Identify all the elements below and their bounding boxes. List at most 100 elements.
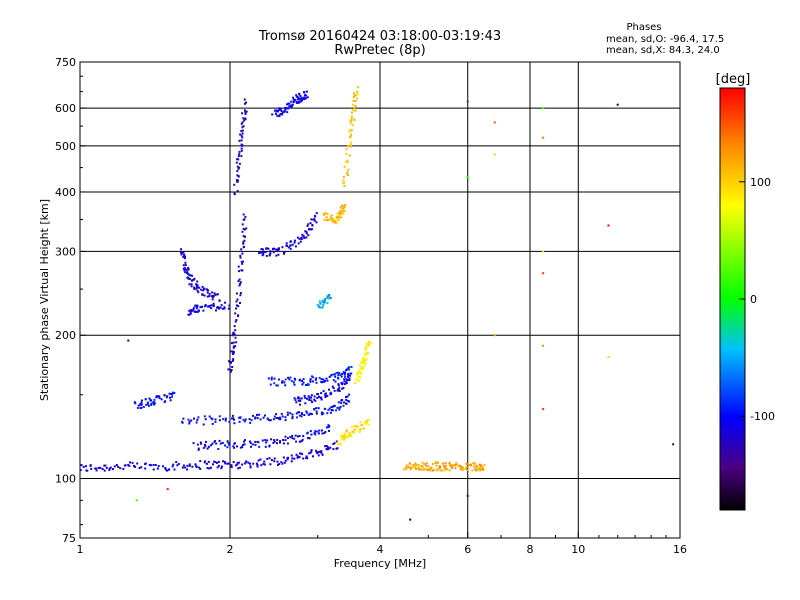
data-point <box>182 264 185 267</box>
data-point <box>289 240 292 243</box>
data-point <box>234 312 237 315</box>
data-point <box>277 463 279 466</box>
data-point <box>263 463 266 466</box>
data-point <box>186 271 189 274</box>
data-point <box>182 464 185 467</box>
x-tick-label: 2 <box>227 543 234 556</box>
data-point <box>286 442 289 445</box>
data-point <box>235 341 238 344</box>
data-point <box>212 304 215 307</box>
data-point <box>476 466 479 469</box>
data-point <box>262 253 265 256</box>
data-point <box>324 445 327 448</box>
data-point <box>309 378 312 381</box>
data-point <box>247 461 250 464</box>
data-point <box>188 309 191 312</box>
data-point <box>318 376 321 379</box>
data-point <box>348 400 351 403</box>
data-point <box>428 468 431 471</box>
data-point <box>175 461 178 463</box>
data-point <box>342 404 345 407</box>
data-point <box>483 463 486 466</box>
data-point <box>188 422 191 425</box>
data-point <box>277 384 279 387</box>
data-point <box>359 377 362 380</box>
data-point <box>298 440 301 443</box>
data-point <box>185 268 188 271</box>
data-point <box>315 410 318 413</box>
data-point <box>269 419 272 422</box>
data-point <box>325 426 328 429</box>
data-point <box>343 434 346 437</box>
data-point <box>198 286 201 289</box>
data-point <box>348 379 351 382</box>
data-point <box>288 105 291 108</box>
data-point <box>181 421 184 424</box>
data-point <box>475 467 478 470</box>
data-point <box>435 464 438 467</box>
data-point <box>223 306 226 309</box>
data-point <box>286 437 289 440</box>
data-point <box>280 113 283 116</box>
data-point <box>235 161 238 164</box>
data-point <box>313 219 316 222</box>
data-point <box>268 457 271 460</box>
data-point <box>327 426 330 429</box>
data-point <box>310 396 312 399</box>
data-point <box>307 395 310 398</box>
data-point <box>297 102 300 104</box>
data-point <box>349 119 352 122</box>
data-point <box>332 405 335 408</box>
data-point <box>278 108 281 111</box>
data-point <box>206 305 209 308</box>
data-point <box>442 465 445 468</box>
data-point <box>342 207 344 210</box>
data-point <box>309 430 312 433</box>
data-point <box>211 291 214 294</box>
data-point <box>164 468 167 471</box>
data-point <box>324 297 327 300</box>
data-point <box>293 457 296 460</box>
data-point <box>307 234 310 237</box>
chart-title: Tromsø 20160424 03:18:00-03:19:43 <box>258 29 501 44</box>
data-point <box>310 399 313 402</box>
data-point <box>240 149 243 152</box>
data-point <box>327 409 330 412</box>
data-point <box>272 251 275 254</box>
data-point <box>302 378 305 380</box>
data-point <box>192 442 195 445</box>
data-point <box>341 372 343 375</box>
data-point <box>323 380 325 383</box>
data-point <box>280 461 283 464</box>
data-point <box>308 452 311 455</box>
data-point <box>149 399 152 402</box>
data-point <box>303 91 306 94</box>
data-point <box>244 111 247 113</box>
data-point <box>325 216 328 219</box>
data-point <box>299 403 301 406</box>
data-point <box>314 215 317 218</box>
data-point <box>265 247 268 250</box>
data-point <box>466 100 469 103</box>
data-point <box>235 464 237 467</box>
data-point <box>285 242 288 245</box>
data-point <box>471 462 474 465</box>
data-point <box>258 445 261 448</box>
data-point <box>188 420 191 423</box>
data-point <box>414 466 416 469</box>
data-point <box>95 469 98 472</box>
data-point <box>168 468 171 471</box>
data-point <box>278 463 281 465</box>
data-point <box>305 384 307 386</box>
data-point <box>304 402 307 405</box>
data-point <box>368 342 371 345</box>
data-point <box>230 350 233 353</box>
data-point <box>205 462 208 465</box>
data-point <box>542 344 545 347</box>
data-point <box>290 100 293 103</box>
data-point <box>242 242 245 245</box>
data-point <box>343 383 346 386</box>
data-point <box>337 219 340 222</box>
data-point <box>197 447 200 450</box>
data-point <box>301 383 304 386</box>
